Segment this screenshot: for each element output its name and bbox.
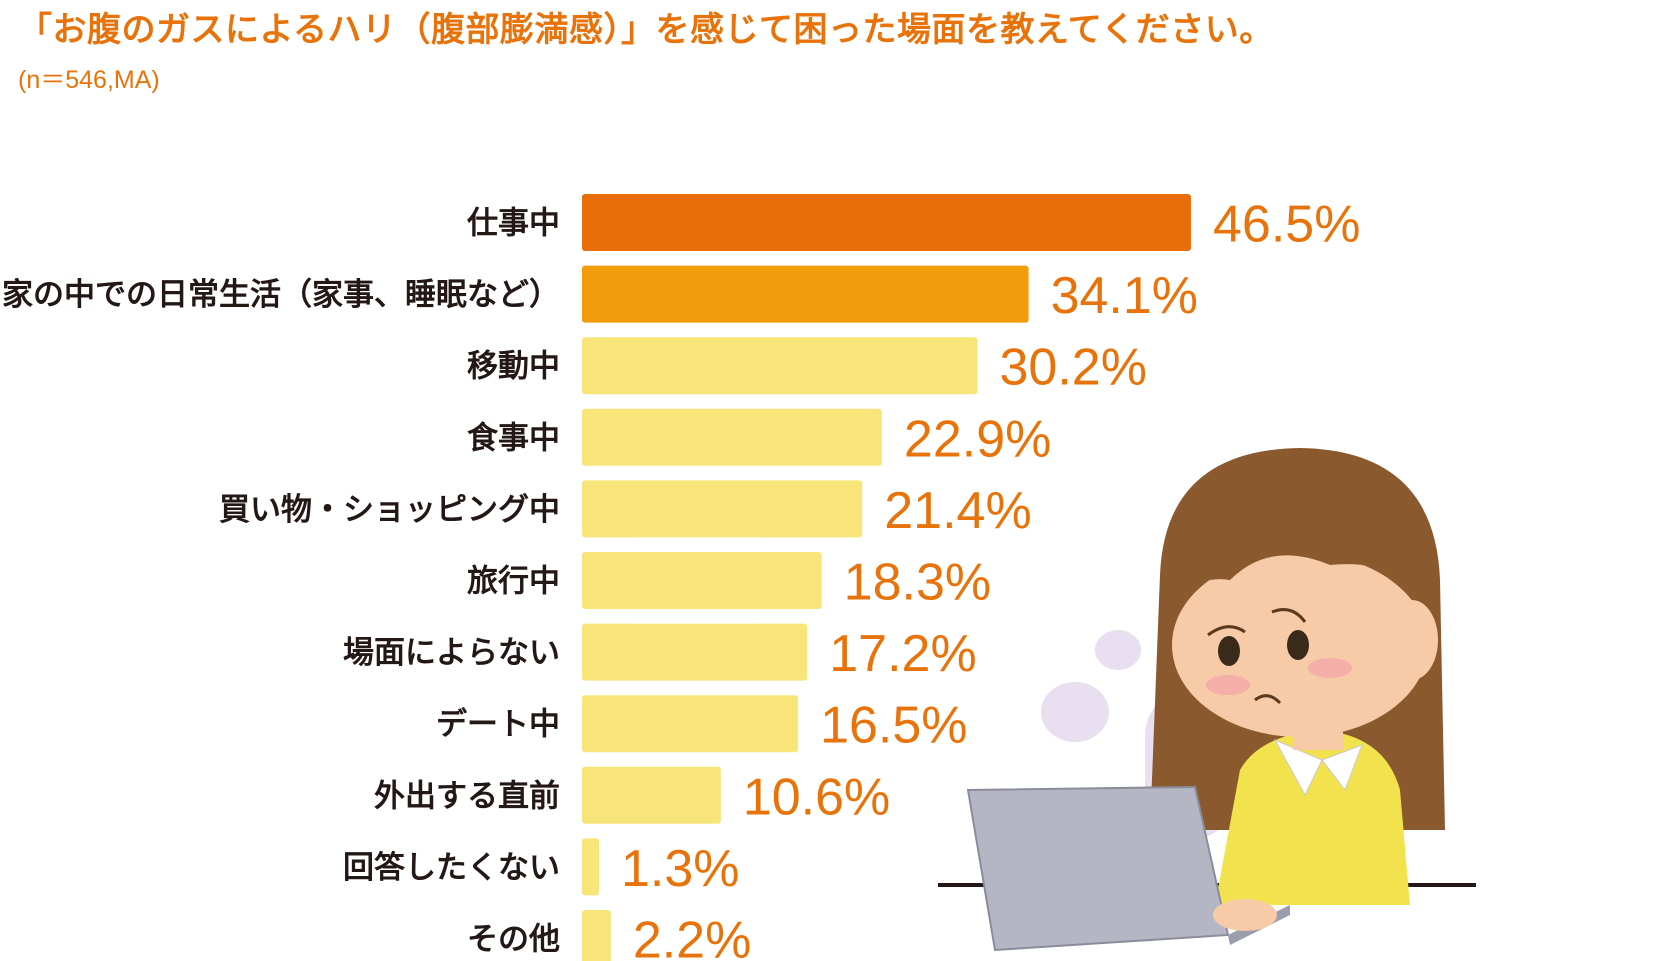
category-label: 移動中 <box>467 349 560 385</box>
category-label: 家の中での日常生活（家事、睡眠など） <box>2 277 560 313</box>
category-label: 外出する直前 <box>374 778 560 814</box>
worried-woman-illustration <box>938 448 1476 952</box>
value-label: 30.2% <box>1000 339 1147 397</box>
value-label: 16.5% <box>820 697 967 755</box>
bar <box>582 623 808 681</box>
sample-note: (n＝546,MA) <box>18 66 160 94</box>
category-label: 旅行中 <box>467 564 560 600</box>
value-label: 10.6% <box>743 768 890 826</box>
bar <box>582 480 863 538</box>
value-label: 34.1% <box>1051 267 1198 325</box>
bar <box>582 408 882 466</box>
value-label: 18.3% <box>844 554 991 612</box>
category-label: その他 <box>467 922 560 958</box>
page-title: 「お腹のガスによるハリ（腹部膨満感）」を感じて困った場面を教えてください。 <box>18 10 1274 50</box>
bar <box>582 194 1191 251</box>
bar <box>582 552 822 609</box>
category-label: 回答したくない <box>343 850 560 886</box>
category-label: デート中 <box>436 707 560 743</box>
value-label: 22.9% <box>904 410 1051 468</box>
value-label: 46.5% <box>1213 196 1360 254</box>
bar <box>582 910 611 961</box>
category-label: 買い物・ショッピング中 <box>219 492 560 528</box>
bar <box>582 337 978 395</box>
value-label: 1.3% <box>621 840 740 898</box>
bar <box>582 265 1029 323</box>
value-label: 17.2% <box>829 625 976 683</box>
bar <box>582 695 799 753</box>
value-label: 21.4% <box>884 482 1031 540</box>
bar <box>582 766 721 824</box>
category-label: 仕事中 <box>467 206 560 242</box>
value-label: 2.2% <box>633 912 752 961</box>
bar <box>582 838 600 896</box>
category-label: 食事中 <box>467 420 560 456</box>
category-label: 場面によらない <box>343 635 560 671</box>
